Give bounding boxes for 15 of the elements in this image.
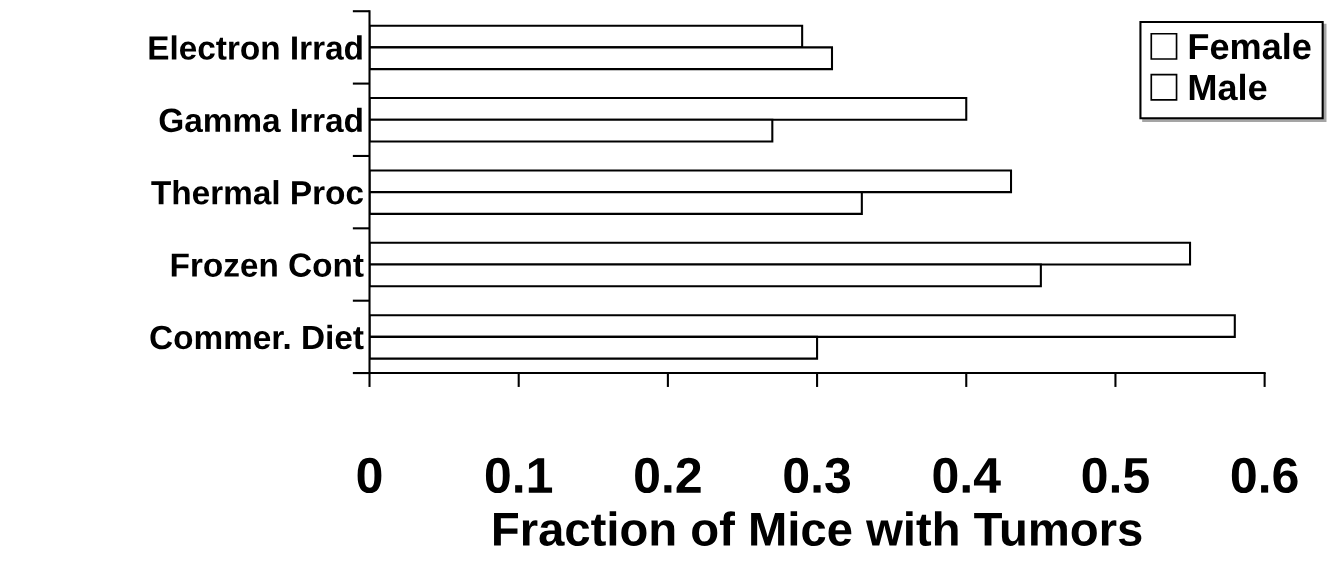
y-tick-label: Frozen Cont (171, 253, 364, 277)
y-tick-label: Thermal Proc (151, 180, 363, 205)
legend-label: Female (1189, 32, 1311, 60)
x-tick-label: 0.1 (485, 457, 553, 494)
x-tick-label: 0.4 (933, 457, 1001, 494)
x-tick-label: 0.2 (635, 457, 701, 494)
legend-label: Male (1189, 73, 1267, 101)
y-tick-label: Gamma Irrad (159, 107, 362, 133)
x-tick-label: 0.6 (1231, 457, 1298, 494)
x-tick-label: 0 (357, 457, 382, 494)
y-tick-label: Commer. Diet (150, 324, 364, 350)
x-tick-label: 0.5 (1082, 457, 1149, 494)
x-tick-label: 0.3 (784, 457, 851, 494)
x-axis-title: Fraction of Mice with Tumors (494, 511, 1142, 547)
y-tick-label: Electron Irrad (149, 35, 362, 60)
